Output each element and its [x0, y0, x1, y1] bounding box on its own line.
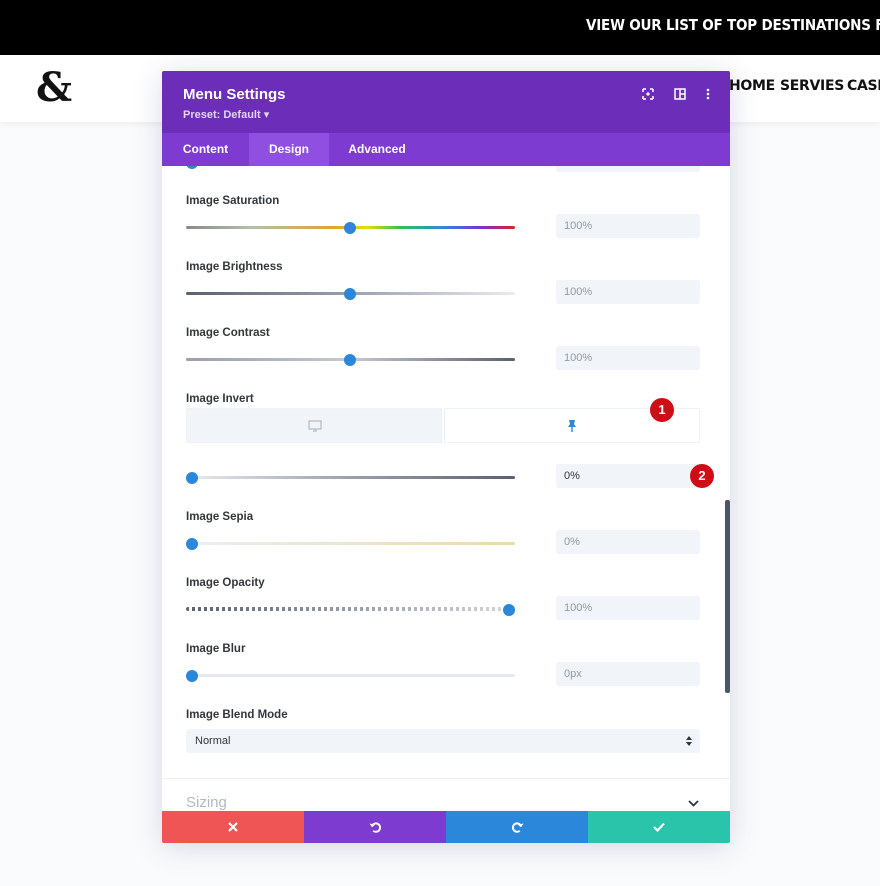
tab-content[interactable]: Content	[182, 142, 229, 156]
section-divider	[162, 778, 730, 779]
modal-title: Menu Settings	[183, 86, 286, 103]
opacity-value-input[interactable]: 100%	[556, 596, 700, 620]
nav-item-home[interactable]: HOME	[729, 78, 775, 94]
modal-footer	[162, 811, 730, 843]
sizing-section-toggle[interactable]: Sizing	[186, 794, 227, 811]
blur-slider-knob[interactable]	[186, 670, 198, 682]
split-view-icon[interactable]	[672, 86, 688, 102]
tab-advanced[interactable]: Advanced	[348, 142, 406, 156]
close-icon	[228, 822, 238, 832]
announcement-bar: VIEW OUR LIST OF TOP DESTINATIONS FOR TH…	[0, 0, 880, 55]
modal-tabs: Content Design Advanced	[162, 133, 730, 166]
nav-item-servies[interactable]: SERVIES	[780, 78, 845, 94]
invert-value-input[interactable]: 0%	[556, 464, 700, 488]
save-button[interactable]	[588, 811, 730, 843]
sepia-slider-track[interactable]	[186, 542, 515, 545]
previous-value-box[interactable]	[556, 166, 700, 172]
brightness-slider-knob[interactable]	[344, 288, 356, 300]
annotation-badge-1: 1	[650, 398, 674, 422]
chevron-down-icon[interactable]	[688, 800, 699, 807]
blur-slider-track[interactable]	[186, 674, 515, 677]
announcement-text[interactable]: VIEW OUR LIST OF TOP DESTINATIONS FOR TH…	[586, 16, 880, 34]
invert-label: Image Invert	[186, 393, 254, 405]
annotation-badge-2: 2	[690, 464, 714, 488]
opacity-slider-track[interactable]	[186, 607, 515, 611]
nav-item-case[interactable]: CASE	[847, 78, 880, 94]
saturation-slider-knob[interactable]	[344, 222, 356, 234]
brightness-value-input[interactable]: 100%	[556, 280, 700, 304]
previous-slider-knob[interactable]	[186, 166, 198, 169]
redo-button[interactable]	[446, 811, 588, 843]
contrast-value-input[interactable]: 100%	[556, 346, 700, 370]
cancel-button[interactable]	[162, 811, 304, 843]
contrast-label: Image Contrast	[186, 327, 270, 339]
blend-mode-label: Image Blend Mode	[186, 709, 288, 721]
tab-design[interactable]: Design	[249, 133, 329, 166]
fullscreen-icon[interactable]	[640, 86, 656, 102]
modal-header: Menu Settings Preset: Default ▾	[162, 71, 730, 133]
redo-icon	[511, 822, 523, 833]
desktop-icon	[308, 420, 322, 432]
desktop-device-toggle[interactable]	[186, 408, 442, 443]
undo-button[interactable]	[304, 811, 446, 843]
saturation-value-input[interactable]: 100%	[556, 214, 700, 238]
sepia-value-input[interactable]: 0%	[556, 530, 700, 554]
invert-slider-knob[interactable]	[186, 472, 198, 484]
check-icon	[653, 822, 665, 833]
undo-icon	[369, 822, 381, 833]
blend-mode-select[interactable]: Normal	[186, 729, 700, 753]
blur-value-input[interactable]: 0px	[556, 662, 700, 686]
preset-selector[interactable]: Preset: Default ▾	[183, 109, 270, 121]
settings-modal: Menu Settings Preset: Default ▾ Content …	[162, 71, 730, 843]
blur-label: Image Blur	[186, 643, 246, 655]
more-options-icon[interactable]	[700, 86, 716, 102]
pin-icon	[568, 420, 576, 432]
blend-mode-value: Normal	[195, 735, 231, 747]
sepia-slider-knob[interactable]	[186, 538, 198, 550]
select-arrows-icon	[686, 736, 692, 746]
invert-slider-track[interactable]	[186, 476, 515, 479]
contrast-slider-knob[interactable]	[344, 354, 356, 366]
sepia-label: Image Sepia	[186, 511, 254, 523]
opacity-slider-knob[interactable]	[503, 604, 515, 616]
modal-scrollbar[interactable]	[725, 500, 730, 693]
hover-device-toggle[interactable]	[444, 408, 700, 443]
brightness-label: Image Brightness	[186, 261, 283, 273]
opacity-label: Image Opacity	[186, 577, 265, 589]
saturation-label: Image Saturation	[186, 195, 280, 207]
site-logo[interactable]: &	[36, 64, 73, 111]
modal-body: Image Saturation 100% Image Brightness 1…	[162, 166, 730, 811]
